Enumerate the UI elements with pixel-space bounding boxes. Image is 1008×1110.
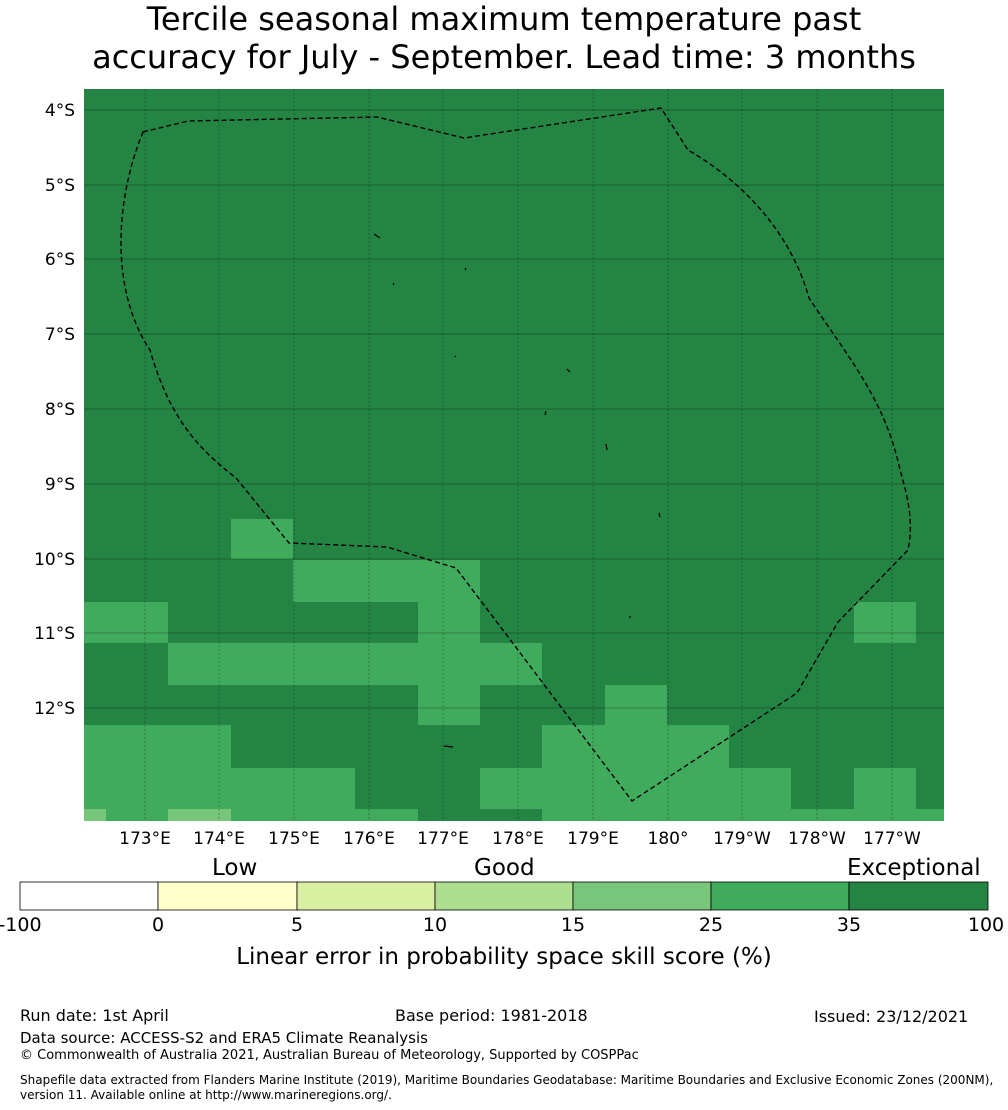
map-title: Tercile seasonal maximum temperature pas… [0, 0, 1008, 76]
skill-cells [84, 519, 944, 821]
skill-cell [231, 519, 293, 559]
islands [373, 233, 661, 748]
island-4 [454, 355, 457, 358]
latitude-label: 12°S [34, 699, 75, 719]
skill-cell [84, 602, 168, 643]
longitude-label: 179°E [567, 829, 619, 849]
island-1 [373, 233, 381, 239]
colorbar-tick: 10 [422, 914, 448, 936]
colorbar [19, 881, 989, 911]
issued-date: Issued: 23/12/2021 [814, 1007, 969, 1026]
longitude-label: 175°E [268, 829, 320, 849]
skill-cell [854, 768, 916, 809]
colorbar-segment [19, 881, 159, 911]
skill-cell [480, 768, 729, 809]
latitude-labels: 4°S 5°S 6°S 7°S 8°S 9°S 10°S 11°S 12°S [34, 101, 75, 719]
island-7 [605, 443, 608, 451]
longitude-label: 180° [648, 829, 689, 849]
longitude-label: 178°W [788, 829, 846, 849]
colorbar-segment [434, 881, 574, 911]
colorbar-tick: 0 [151, 914, 165, 936]
skill-cell [542, 809, 944, 821]
colorbar-segment [296, 881, 436, 911]
skill-cell [854, 602, 916, 643]
skill-cell [605, 685, 667, 725]
skill-cell [168, 643, 542, 685]
colorbar-category-low: Low [212, 855, 258, 881]
title-line-1: Tercile seasonal maximum temperature pas… [146, 0, 862, 38]
copyright-notice: © Commonwealth of Australia 2021, Austra… [20, 1048, 639, 1063]
shapefile-credit: Shapefile data extracted from Flanders M… [20, 1073, 994, 1102]
skill-cell [293, 560, 480, 602]
skill-cell [84, 768, 355, 809]
longitude-label: 174°E [193, 829, 245, 849]
island-10 [443, 745, 454, 748]
colorbar-tick: 15 [560, 914, 586, 936]
latitude-label: 8°S [45, 400, 75, 420]
title-line-2: accuracy for July - September. Lead time… [92, 38, 916, 76]
latitude-label: 6°S [45, 250, 75, 270]
colorbar-tick: 5 [290, 914, 304, 936]
colorbar-tick: 100 [967, 914, 1005, 936]
skill-cell [729, 768, 791, 809]
longitude-label: 178°E [492, 829, 544, 849]
skill-cell [542, 725, 729, 768]
longitude-label: 177°W [863, 829, 921, 849]
latitude-label: 5°S [45, 176, 75, 196]
skill-cell [418, 602, 480, 643]
colorbar-label: Linear error in probability space skill … [236, 944, 772, 970]
map-background [84, 89, 944, 821]
skill-cell [84, 809, 418, 821]
longitude-label: 177°E [417, 829, 469, 849]
colorbar-category-good: Good [474, 855, 535, 881]
skill-cell [418, 685, 480, 725]
latitude-label: 9°S [45, 475, 75, 495]
eez-boundary [120, 107, 912, 802]
island-3 [392, 282, 395, 286]
skill-score-map: 4°S 5°S 6°S 7°S 8°S 9°S 10°S 11°S 12°S 173°E 174°… [34, 89, 944, 849]
longitude-label: 176°E [343, 829, 395, 849]
grid-lines [84, 89, 944, 821]
latitude-label: 11°S [34, 624, 75, 644]
longitude-label: 179°W [713, 829, 771, 849]
island-5 [566, 368, 571, 373]
base-period: Base period: 1981-2018 [395, 1006, 588, 1025]
longitude-label: 173°E [119, 829, 171, 849]
skill-cell [84, 725, 231, 768]
colorbar-tick: 35 [836, 914, 862, 936]
island-2 [464, 267, 467, 271]
colorbar-segment [710, 881, 850, 911]
run-date: Run date: 1st April [20, 1006, 169, 1025]
colorbar-category-exceptional: Exceptional [847, 855, 981, 881]
skill-cell [84, 809, 106, 821]
island-6 [544, 410, 547, 416]
data-source: Data source: ACCESS-S2 and ERA5 Climate … [20, 1029, 428, 1047]
longitude-labels: 173°E 174°E 175°E 176°E 177°E 178°E 179°E 180° 1… [119, 829, 921, 849]
island-8 [658, 512, 661, 518]
latitude-label: 4°S [45, 101, 75, 121]
colorbar-segment [848, 881, 989, 911]
colorbar-segment [157, 881, 298, 911]
skill-cell [168, 809, 231, 821]
colorbar-tick: -100 [0, 914, 42, 936]
colorbar-tick: 25 [698, 914, 724, 936]
latitude-label: 7°S [45, 325, 75, 345]
latitude-label: 10°S [34, 550, 75, 570]
colorbar-segment [572, 881, 712, 911]
